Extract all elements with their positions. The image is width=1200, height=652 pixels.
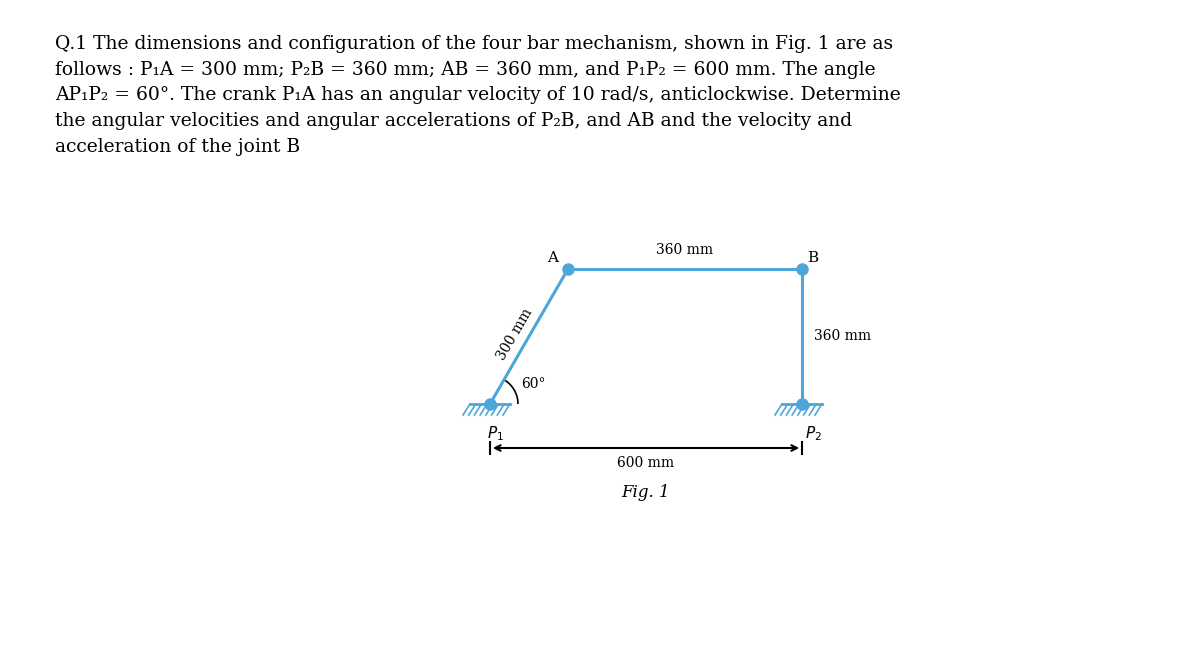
Text: $P_2$: $P_2$ (805, 424, 822, 443)
Text: A: A (547, 251, 558, 265)
Text: Q.1 The dimensions and configuration of the four bar mechanism, shown in Fig. 1 : Q.1 The dimensions and configuration of … (55, 35, 901, 156)
Text: $P_1$: $P_1$ (487, 424, 504, 443)
Text: 360 mm: 360 mm (656, 243, 714, 257)
Text: Fig. 1: Fig. 1 (622, 484, 671, 501)
Text: 300 mm: 300 mm (494, 306, 535, 363)
Text: 360 mm: 360 mm (814, 329, 871, 344)
Text: 60°: 60° (522, 378, 546, 391)
Text: B: B (808, 251, 818, 265)
Text: 600 mm: 600 mm (618, 456, 674, 470)
